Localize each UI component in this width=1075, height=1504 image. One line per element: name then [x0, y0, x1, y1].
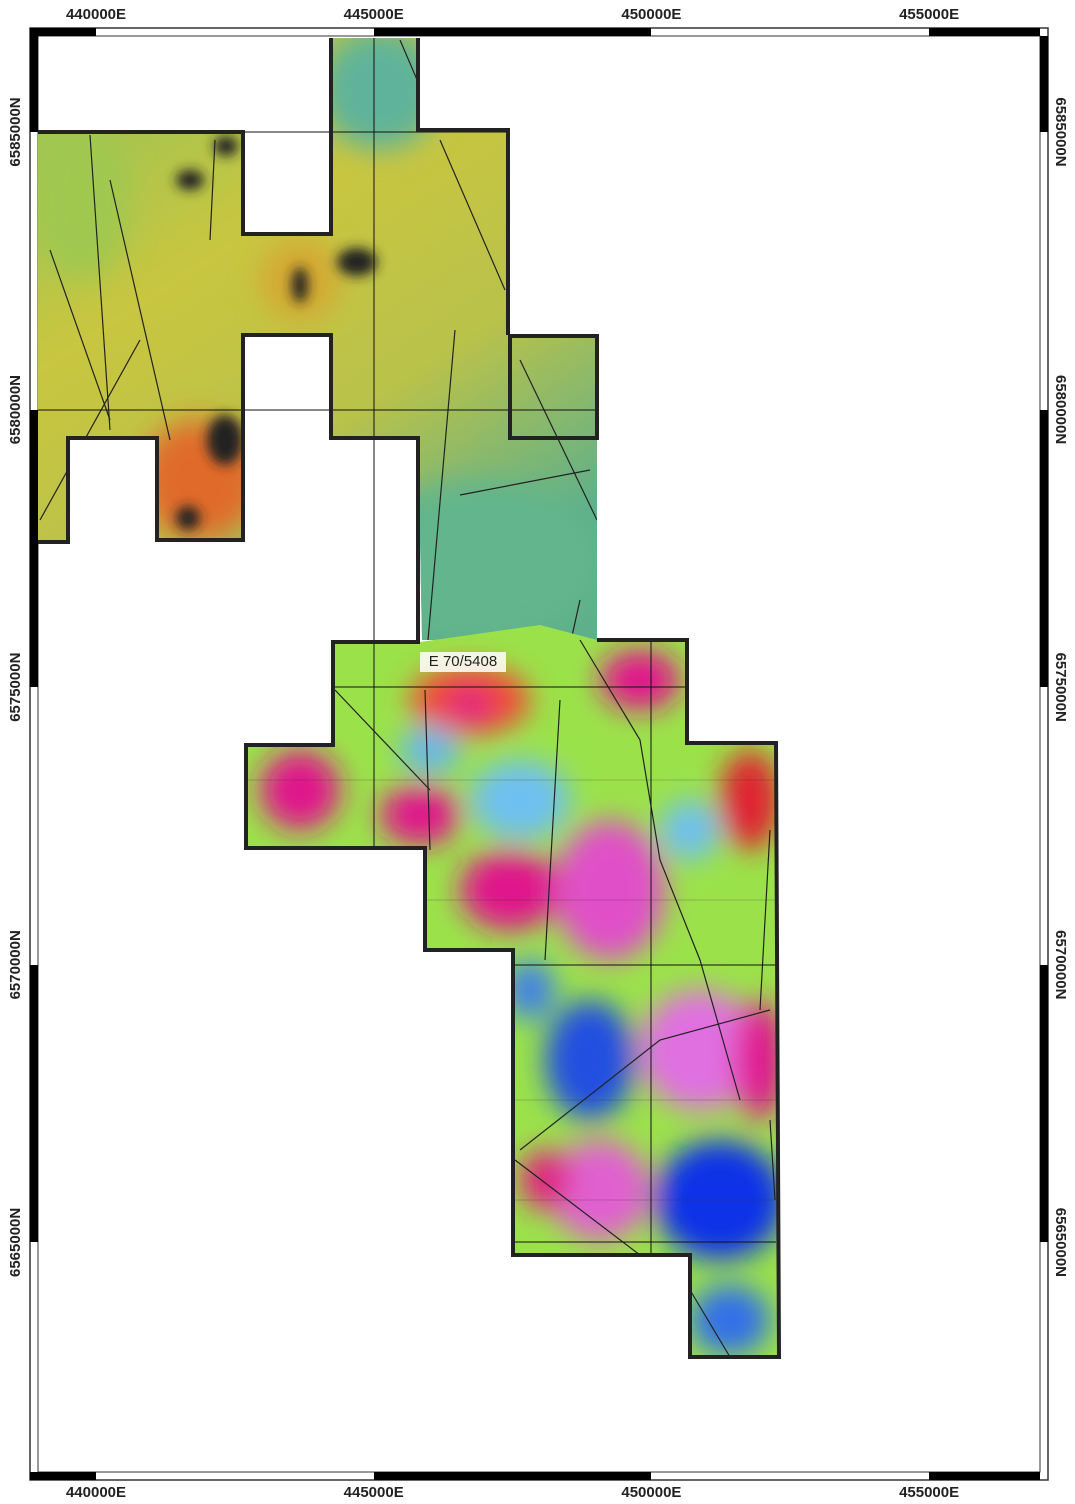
easting-label-top: 455000E [899, 6, 959, 23]
northing-label-left: 6575000N [7, 653, 24, 722]
scale-bars [30, 28, 1048, 1480]
easting-label-top: 440000E [66, 6, 126, 23]
northing-label-right: 6575000N [1052, 653, 1069, 722]
easting-label-top: 445000E [344, 6, 404, 23]
tenement-label: E 70/5408 [429, 653, 497, 670]
easting-label-top: 450000E [621, 6, 681, 23]
northing-label-left: 6580000N [7, 375, 24, 444]
northing-label-left: 6585000N [7, 97, 24, 166]
northing-label-right: 6585000N [1052, 97, 1069, 166]
tenement-boundaries [38, 38, 782, 1359]
northing-label-left: 6565000N [7, 1208, 24, 1277]
northing-label-left: 6570000N [7, 930, 24, 999]
northing-label-right: 6580000N [1052, 375, 1069, 444]
easting-label-bottom: 455000E [899, 1484, 959, 1501]
northing-label-right: 6570000N [1052, 930, 1069, 999]
grid-lines [38, 38, 776, 1255]
easting-label-bottom: 445000E [344, 1484, 404, 1501]
label-box [420, 652, 506, 672]
easting-label-bottom: 450000E [621, 1484, 681, 1501]
northing-label-right: 6565000N [1052, 1208, 1069, 1277]
easting-label-bottom: 440000E [66, 1484, 126, 1501]
